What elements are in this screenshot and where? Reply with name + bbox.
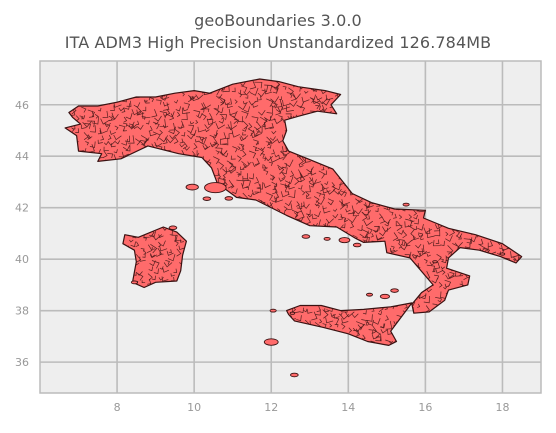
island	[338, 237, 351, 244]
island	[323, 236, 331, 241]
island	[168, 225, 178, 231]
island	[204, 182, 227, 194]
y-tick-label: 36	[15, 356, 29, 369]
island	[432, 260, 438, 264]
x-tick-label: 12	[264, 401, 278, 414]
island	[365, 292, 374, 297]
x-tick-label: 18	[495, 401, 509, 414]
plot-frame	[39, 60, 542, 394]
island	[390, 288, 399, 293]
y-tick-label: 38	[15, 305, 29, 318]
island	[499, 252, 506, 256]
x-tick-label: 8	[114, 401, 121, 414]
island	[289, 311, 296, 315]
y-tick-label: 44	[15, 150, 29, 163]
minor-islands	[130, 182, 506, 378]
y-tick-label: 46	[15, 99, 29, 112]
island	[352, 242, 362, 248]
island	[224, 196, 234, 201]
y-tick-label: 42	[15, 202, 29, 215]
island	[185, 183, 199, 191]
chart-subtitle: ITA ADM3 High Precision Unstandardized 1…	[64, 33, 492, 52]
y-axis-ticks: 36 38 40 42 44 46	[15, 99, 29, 369]
island	[269, 308, 277, 313]
chart-title: geoBoundaries 3.0.0	[194, 11, 362, 30]
island	[379, 293, 390, 300]
x-tick-label: 14	[341, 401, 355, 414]
x-tick-label: 16	[418, 401, 432, 414]
island	[263, 338, 279, 346]
island	[301, 234, 311, 239]
island	[130, 280, 138, 285]
x-tick-label: 10	[187, 401, 201, 414]
x-axis-ticks: 8 10 12 14 16 18	[114, 401, 510, 414]
island	[402, 202, 410, 207]
y-tick-label: 40	[15, 253, 29, 266]
island	[290, 372, 299, 378]
island	[202, 196, 212, 201]
